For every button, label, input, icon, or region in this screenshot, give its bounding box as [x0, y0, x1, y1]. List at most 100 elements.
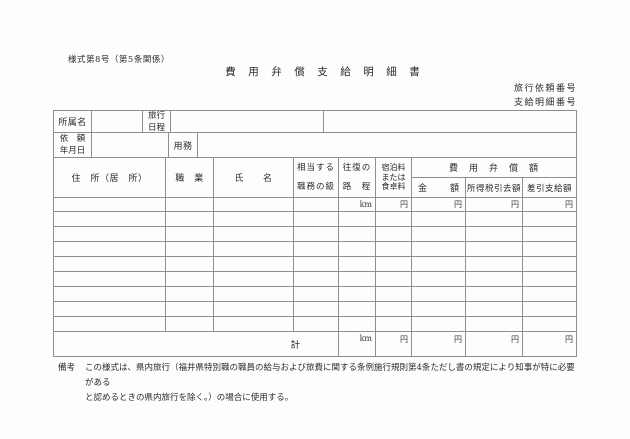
request-date-label-line1: 依 頼 [59, 134, 86, 144]
data-cell [376, 227, 412, 242]
data-cell [294, 198, 339, 212]
data-cell [294, 272, 339, 287]
data-cell [412, 317, 466, 332]
business-value-cell [198, 133, 576, 158]
data-cell [214, 242, 294, 257]
data-cell [294, 317, 339, 332]
data-cell [166, 212, 214, 227]
units-row: km 円 円 円 円 [54, 198, 576, 212]
unit-yen-cell: 円 [466, 198, 523, 212]
payment-detail-number-label: 支給明細番号 [513, 98, 577, 108]
data-cell [294, 212, 339, 227]
table-row [54, 257, 576, 272]
total-km-cell: km [339, 332, 376, 356]
data-cell [166, 272, 214, 287]
table-row [54, 272, 576, 287]
request-date-value-cell [92, 133, 169, 158]
data-cell [339, 227, 376, 242]
data-cell [166, 242, 214, 257]
col-header-compensation-group: 費 用 弁 償 額 金 額 所得税引去額 差引支給額 [412, 158, 576, 198]
total-yen-cell: 円 [466, 332, 523, 356]
form-table: 所属名 旅行 日程 依 頼 年月日 用務 住 所（居 所） 職 業 氏 名 [53, 110, 577, 357]
data-cell [54, 302, 166, 317]
data-cell [214, 272, 294, 287]
data-cell [466, 302, 523, 317]
data-cell [412, 227, 466, 242]
data-cell [294, 227, 339, 242]
col-header-grade: 相当する 職務の級 [294, 158, 339, 198]
col-header-name: 氏 名 [214, 158, 294, 198]
data-cell [54, 212, 166, 227]
affiliation-label-cell: 所属名 [54, 111, 92, 133]
data-cell [339, 287, 376, 302]
data-cell [166, 317, 214, 332]
data-cell [466, 212, 523, 227]
total-label-cell: 計 [54, 332, 339, 356]
col-header-amount: 金 額 [412, 178, 466, 197]
data-cell [376, 317, 412, 332]
data-cell [54, 257, 166, 272]
data-cell [339, 317, 376, 332]
data-cell [54, 317, 166, 332]
data-cell [376, 257, 412, 272]
data-cell [54, 287, 166, 302]
affiliation-itinerary-row: 所属名 旅行 日程 [54, 111, 576, 133]
data-cell [166, 257, 214, 272]
unit-yen-cell: 円 [523, 198, 576, 212]
data-cell [294, 287, 339, 302]
col-header-net-payment: 差引支給額 [526, 183, 572, 194]
data-cell [214, 287, 294, 302]
table-row [54, 302, 576, 317]
data-cell [466, 242, 523, 257]
data-cell [166, 227, 214, 242]
request-date-business-row: 依 頼 年月日 用務 [54, 133, 576, 158]
remarks-line1: この様式は、県内旅行（福井県特別職の職員の給与および旅費に関する条例施行規則第4… [85, 363, 575, 388]
data-cell [214, 257, 294, 272]
table-row [54, 242, 576, 257]
data-cell [214, 198, 294, 212]
data-cell [214, 227, 294, 242]
col-header-roundtrip-distance: 往復の 路 程 [339, 158, 376, 198]
total-yen-cell: 円 [376, 332, 412, 356]
column-header-row: 住 所（居 所） 職 業 氏 名 相当する 職務の級 往復の 路 程 宿泊料 ま… [54, 158, 576, 198]
data-cell [412, 302, 466, 317]
data-cell [466, 317, 523, 332]
travel-request-number-label: 旅行依頼番号 [513, 84, 577, 94]
business-label-cell: 用務 [169, 133, 198, 158]
data-cell [466, 272, 523, 287]
data-cell [523, 227, 576, 242]
data-cell [294, 257, 339, 272]
itinerary-label-line1: 旅行 [147, 111, 165, 121]
reference-numbers: 旅行依頼番号 支給明細番号 [514, 82, 577, 110]
remarks: 備考 この様式は、県内旅行（福井県特別職の職員の給与および旅費に関する条例施行規… [58, 361, 580, 406]
data-cell [54, 198, 166, 212]
data-cell [523, 272, 576, 287]
data-cell [412, 257, 466, 272]
data-cell [214, 317, 294, 332]
table-row [54, 317, 576, 332]
col-header-lodging-meal: 宿泊料 または 食卓料 [376, 158, 412, 198]
data-cell [466, 287, 523, 302]
data-cell [376, 302, 412, 317]
data-cell [166, 302, 214, 317]
itinerary-label-line2: 日程 [147, 122, 165, 133]
data-cell [294, 302, 339, 317]
data-cell [214, 302, 294, 317]
remarks-body: この様式は、県内旅行（福井県特別職の職員の給与および旅費に関する条例施行規則第4… [85, 361, 580, 406]
data-cell [523, 242, 576, 257]
itinerary-label-cell: 旅行 日程 [143, 111, 171, 133]
data-cell [412, 272, 466, 287]
data-cell [339, 302, 376, 317]
request-date-label-cell: 依 頼 年月日 [54, 133, 92, 158]
request-date-label-line2: 年月日 [59, 146, 86, 156]
form-number: 様式第8号（第5条関係） [68, 55, 170, 65]
page-title: 費 用 弁 償 支 給 明 細 書 [225, 66, 421, 78]
unit-yen-cell: 円 [376, 198, 412, 212]
data-cell [376, 212, 412, 227]
data-cell [339, 272, 376, 287]
data-cell [54, 227, 166, 242]
data-cell [523, 302, 576, 317]
data-cell [166, 198, 214, 212]
table-row [54, 227, 576, 242]
